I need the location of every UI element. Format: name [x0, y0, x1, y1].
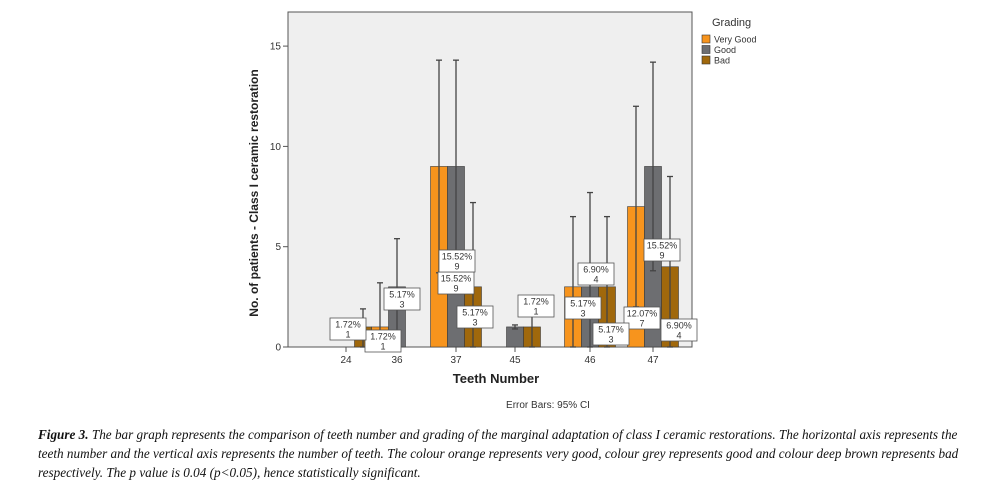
data-label-count: 3 — [580, 309, 585, 319]
data-labels: 1.72%115.52%95.17%3 12.07%75.17%315.52%91… — [329, 238, 698, 353]
data-label: 1.72%1 — [517, 294, 555, 318]
data-label-percent: 1.72% — [523, 297, 549, 307]
data-label: 1.72%1 — [364, 329, 402, 353]
data-label-percent: 1.72% — [370, 332, 396, 342]
x-tick-label: 24 — [340, 355, 352, 366]
data-label-percent: 5.17% — [598, 325, 624, 335]
plot-area — [287, 11, 693, 348]
caption-label: Figure 3. — [38, 427, 89, 442]
data-label-percent: 6.90% — [666, 321, 692, 331]
data-label-count: 9 — [453, 284, 458, 294]
data-label-box — [456, 305, 494, 329]
y-axis-label: No. of patients - Class I ceramic restor… — [247, 69, 261, 316]
data-label-percent: 5.17% — [570, 299, 596, 309]
y-tick-label: 15 — [270, 42, 282, 53]
data-label-percent: 5.17% — [462, 308, 488, 318]
x-tick-label: 36 — [391, 355, 403, 366]
figure-caption: Figure 3. The bar graph represents the c… — [38, 425, 978, 482]
bar-good — [506, 326, 524, 348]
x-tick-label: 37 — [450, 355, 462, 366]
error-bars-note: Error Bars: 95% CI — [506, 400, 590, 411]
x-axis-label: Teeth Number — [453, 371, 539, 386]
caption-text: The bar graph represents the comparison … — [38, 427, 959, 480]
data-label-box — [592, 322, 630, 346]
data-label-count: 7 — [639, 319, 644, 329]
x-tick-label: 47 — [647, 355, 659, 366]
data-label: 1.72%1 — [329, 317, 367, 341]
data-label: 15.52%9 — [438, 249, 476, 273]
data-label-count: 3 — [399, 300, 404, 310]
data-label-box — [623, 306, 661, 330]
data-label-box — [517, 294, 555, 318]
data-label-count: 4 — [593, 275, 598, 285]
data-label-count: 9 — [659, 251, 664, 261]
data-label: 12.07%7 — [623, 306, 661, 330]
legend-label: Very Good — [714, 35, 757, 45]
x-axis: 24 36 37 45 46 47 — [340, 347, 659, 366]
data-label: 5.17%3 — [383, 287, 421, 311]
legend-title: Grading — [712, 17, 751, 29]
data-label-count: 1 — [533, 307, 538, 317]
legend-swatch — [701, 34, 711, 44]
data-label-box — [364, 329, 402, 353]
data-label-count: 4 — [676, 331, 681, 341]
x-tick-label: 45 — [509, 355, 521, 366]
y-tick-label: 5 — [275, 242, 281, 253]
legend-swatch — [701, 45, 711, 54]
data-label-count: 1 — [380, 342, 385, 352]
x-tick-label: 46 — [584, 355, 596, 366]
data-label: 5.17%3 — [564, 296, 602, 320]
data-label: 15.52%9 — [437, 271, 475, 295]
data-label-box — [329, 317, 367, 341]
legend-swatch — [701, 55, 711, 65]
data-label-percent: 6.90% — [583, 265, 609, 275]
data-label-box — [643, 238, 681, 262]
data-label: 6.90%4 — [660, 318, 698, 342]
y-axis: 0 5 10 15 — [270, 42, 288, 354]
y-tick-label: 10 — [270, 142, 282, 153]
data-label-percent: 1.72% — [335, 320, 361, 330]
data-label-count: 1 — [345, 330, 350, 340]
data-label-percent: 5.17% — [389, 290, 415, 300]
data-label-percent: 15.52% — [441, 274, 472, 284]
data-label-percent: 15.52% — [647, 241, 678, 251]
legend-label: Bad — [714, 56, 730, 66]
data-label-percent: 12.07% — [627, 309, 658, 319]
data-label-box — [660, 318, 698, 342]
legend-label: Good — [714, 45, 736, 55]
data-label-box — [383, 287, 421, 311]
data-label-box — [438, 249, 476, 273]
data-label: 5.17%3 — [456, 305, 494, 329]
y-tick-label: 0 — [275, 343, 281, 354]
data-label-count: 3 — [608, 335, 613, 345]
data-label: 6.90%4 — [577, 262, 615, 286]
data-label-box — [577, 262, 615, 286]
data-label: 5.17%3 — [592, 322, 630, 346]
data-label-count: 3 — [472, 318, 477, 328]
data-label-count: 9 — [454, 262, 459, 272]
data-label-percent: 15.52% — [442, 252, 473, 262]
data-label-box — [564, 296, 602, 320]
data-label: 15.52%9 — [643, 238, 681, 262]
